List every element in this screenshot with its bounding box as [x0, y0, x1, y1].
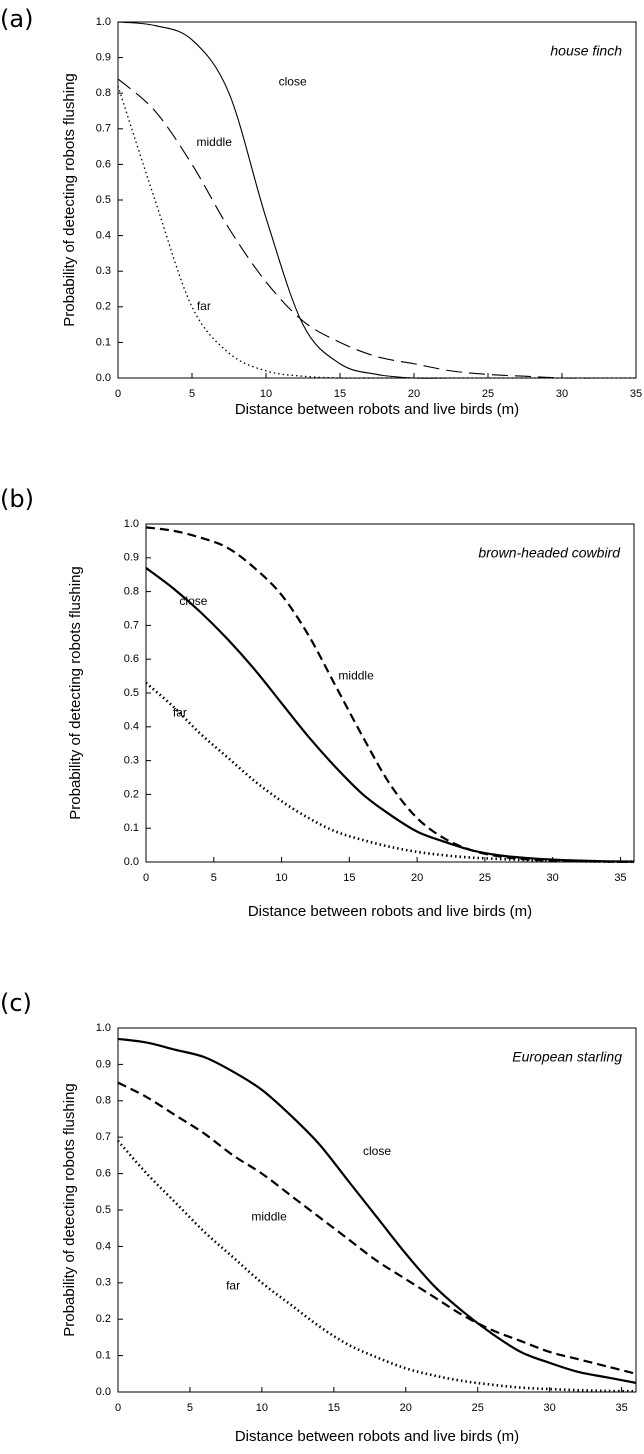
x-axis-label: Distance between robots and live birds (… [235, 1428, 519, 1445]
y-tick-label: 0.8 [124, 586, 139, 598]
y-tick-label: 1.0 [96, 1022, 111, 1034]
plot-frame [117, 1027, 637, 1393]
curve-label: middle [338, 668, 374, 682]
y-tick-label: 0.1 [96, 336, 111, 348]
y-tick-label: 0.5 [124, 687, 139, 699]
y-tick-label: 1.0 [96, 16, 111, 28]
y-tick-label: 0.4 [124, 721, 139, 733]
x-tick-label: 15 [334, 388, 346, 400]
x-tick-label: 35 [614, 872, 626, 884]
curve-label: far [226, 1279, 240, 1293]
y-tick-label: 0.0 [124, 856, 139, 868]
y-tick-label: 0.1 [96, 1350, 111, 1362]
panel-label: (c) [0, 989, 32, 1017]
y-tick-label: 0.5 [96, 1204, 111, 1216]
x-axis-label: Distance between robots and live birds (… [235, 401, 519, 418]
y-tick-label: 0.3 [96, 1277, 111, 1289]
x-tick-label: 10 [275, 872, 287, 884]
curve-label: middle [251, 1209, 287, 1223]
y-tick-label: 0.2 [96, 301, 111, 313]
y-axis-label: Probability of detecting robots flushing [67, 566, 84, 819]
x-tick-label: 0 [115, 388, 121, 400]
y-tick-label: 0.8 [96, 1095, 111, 1107]
x-tick-label: 30 [556, 388, 568, 400]
curve [145, 567, 635, 863]
x-tick-label: 15 [328, 1402, 340, 1414]
x-tick-label: 0 [143, 872, 149, 884]
curve [117, 85, 636, 379]
curve-label: close [363, 1144, 391, 1158]
x-tick-label: 5 [189, 388, 195, 400]
x-tick-label: 10 [260, 388, 272, 400]
curve-label: far [197, 299, 211, 313]
annotation: European starling [512, 1049, 622, 1065]
y-tick-label: 0.6 [124, 653, 139, 665]
x-tick-label: 20 [408, 388, 420, 400]
y-tick-label: 0.2 [124, 788, 139, 800]
y-tick-label: 1.0 [124, 518, 139, 530]
x-tick-label: 25 [482, 388, 494, 400]
x-tick-label: 0 [115, 1402, 121, 1414]
y-tick-label: 0.7 [96, 123, 111, 135]
curve [117, 21, 636, 379]
curve [117, 1081, 637, 1375]
x-tick-label: 5 [187, 1402, 193, 1414]
y-axis-label: Probability of detecting robots flushing [61, 1083, 78, 1336]
y-tick-label: 0.4 [96, 230, 111, 242]
y-tick-label: 0.2 [96, 1313, 111, 1325]
panel-label: (a) [0, 5, 33, 33]
y-tick-label: 0.5 [96, 194, 111, 206]
curve [117, 1037, 637, 1384]
x-tick-label: 35 [630, 388, 642, 400]
x-axis-label: Distance between robots and live birds (… [248, 903, 532, 920]
x-tick-label: 30 [547, 872, 559, 884]
x-tick-label: 5 [211, 872, 217, 884]
x-tick-label: 35 [615, 1402, 627, 1414]
y-tick-label: 0.6 [96, 158, 111, 170]
curve [117, 78, 636, 379]
x-tick-label: 20 [400, 1402, 412, 1414]
x-tick-label: 20 [411, 872, 423, 884]
y-tick-label: 0.3 [96, 265, 111, 277]
curve-label: close [279, 75, 307, 89]
plot-frame [117, 21, 637, 379]
y-tick-label: 0.3 [124, 755, 139, 767]
y-tick-label: 0.9 [96, 1058, 111, 1070]
y-tick-label: 0.9 [96, 52, 111, 64]
curve-label: far [173, 705, 187, 719]
curve-label: middle [197, 135, 233, 149]
curve-label: close [179, 594, 207, 608]
curve [145, 526, 635, 864]
curve [145, 681, 635, 863]
x-tick-label: 25 [479, 872, 491, 884]
annotation: house finch [550, 43, 622, 59]
x-tick-label: 30 [544, 1402, 556, 1414]
y-tick-label: 0.0 [96, 372, 111, 384]
y-tick-label: 0.4 [96, 1240, 111, 1252]
y-tick-label: 0.9 [124, 552, 139, 564]
y-tick-label: 0.6 [96, 1168, 111, 1180]
y-tick-label: 0.8 [96, 87, 111, 99]
y-tick-label: 0.0 [96, 1386, 111, 1398]
annotation: brown-headed cowbird [478, 545, 621, 561]
y-tick-label: 0.7 [96, 1131, 111, 1143]
y-tick-label: 0.7 [124, 619, 139, 631]
x-tick-label: 25 [472, 1402, 484, 1414]
x-tick-label: 10 [256, 1402, 268, 1414]
y-axis-label: Probability of detecting robots flushing [61, 73, 78, 326]
panel-label: (b) [0, 485, 34, 513]
plot-frame [145, 523, 635, 863]
x-tick-label: 15 [343, 872, 355, 884]
y-tick-label: 0.1 [124, 822, 139, 834]
